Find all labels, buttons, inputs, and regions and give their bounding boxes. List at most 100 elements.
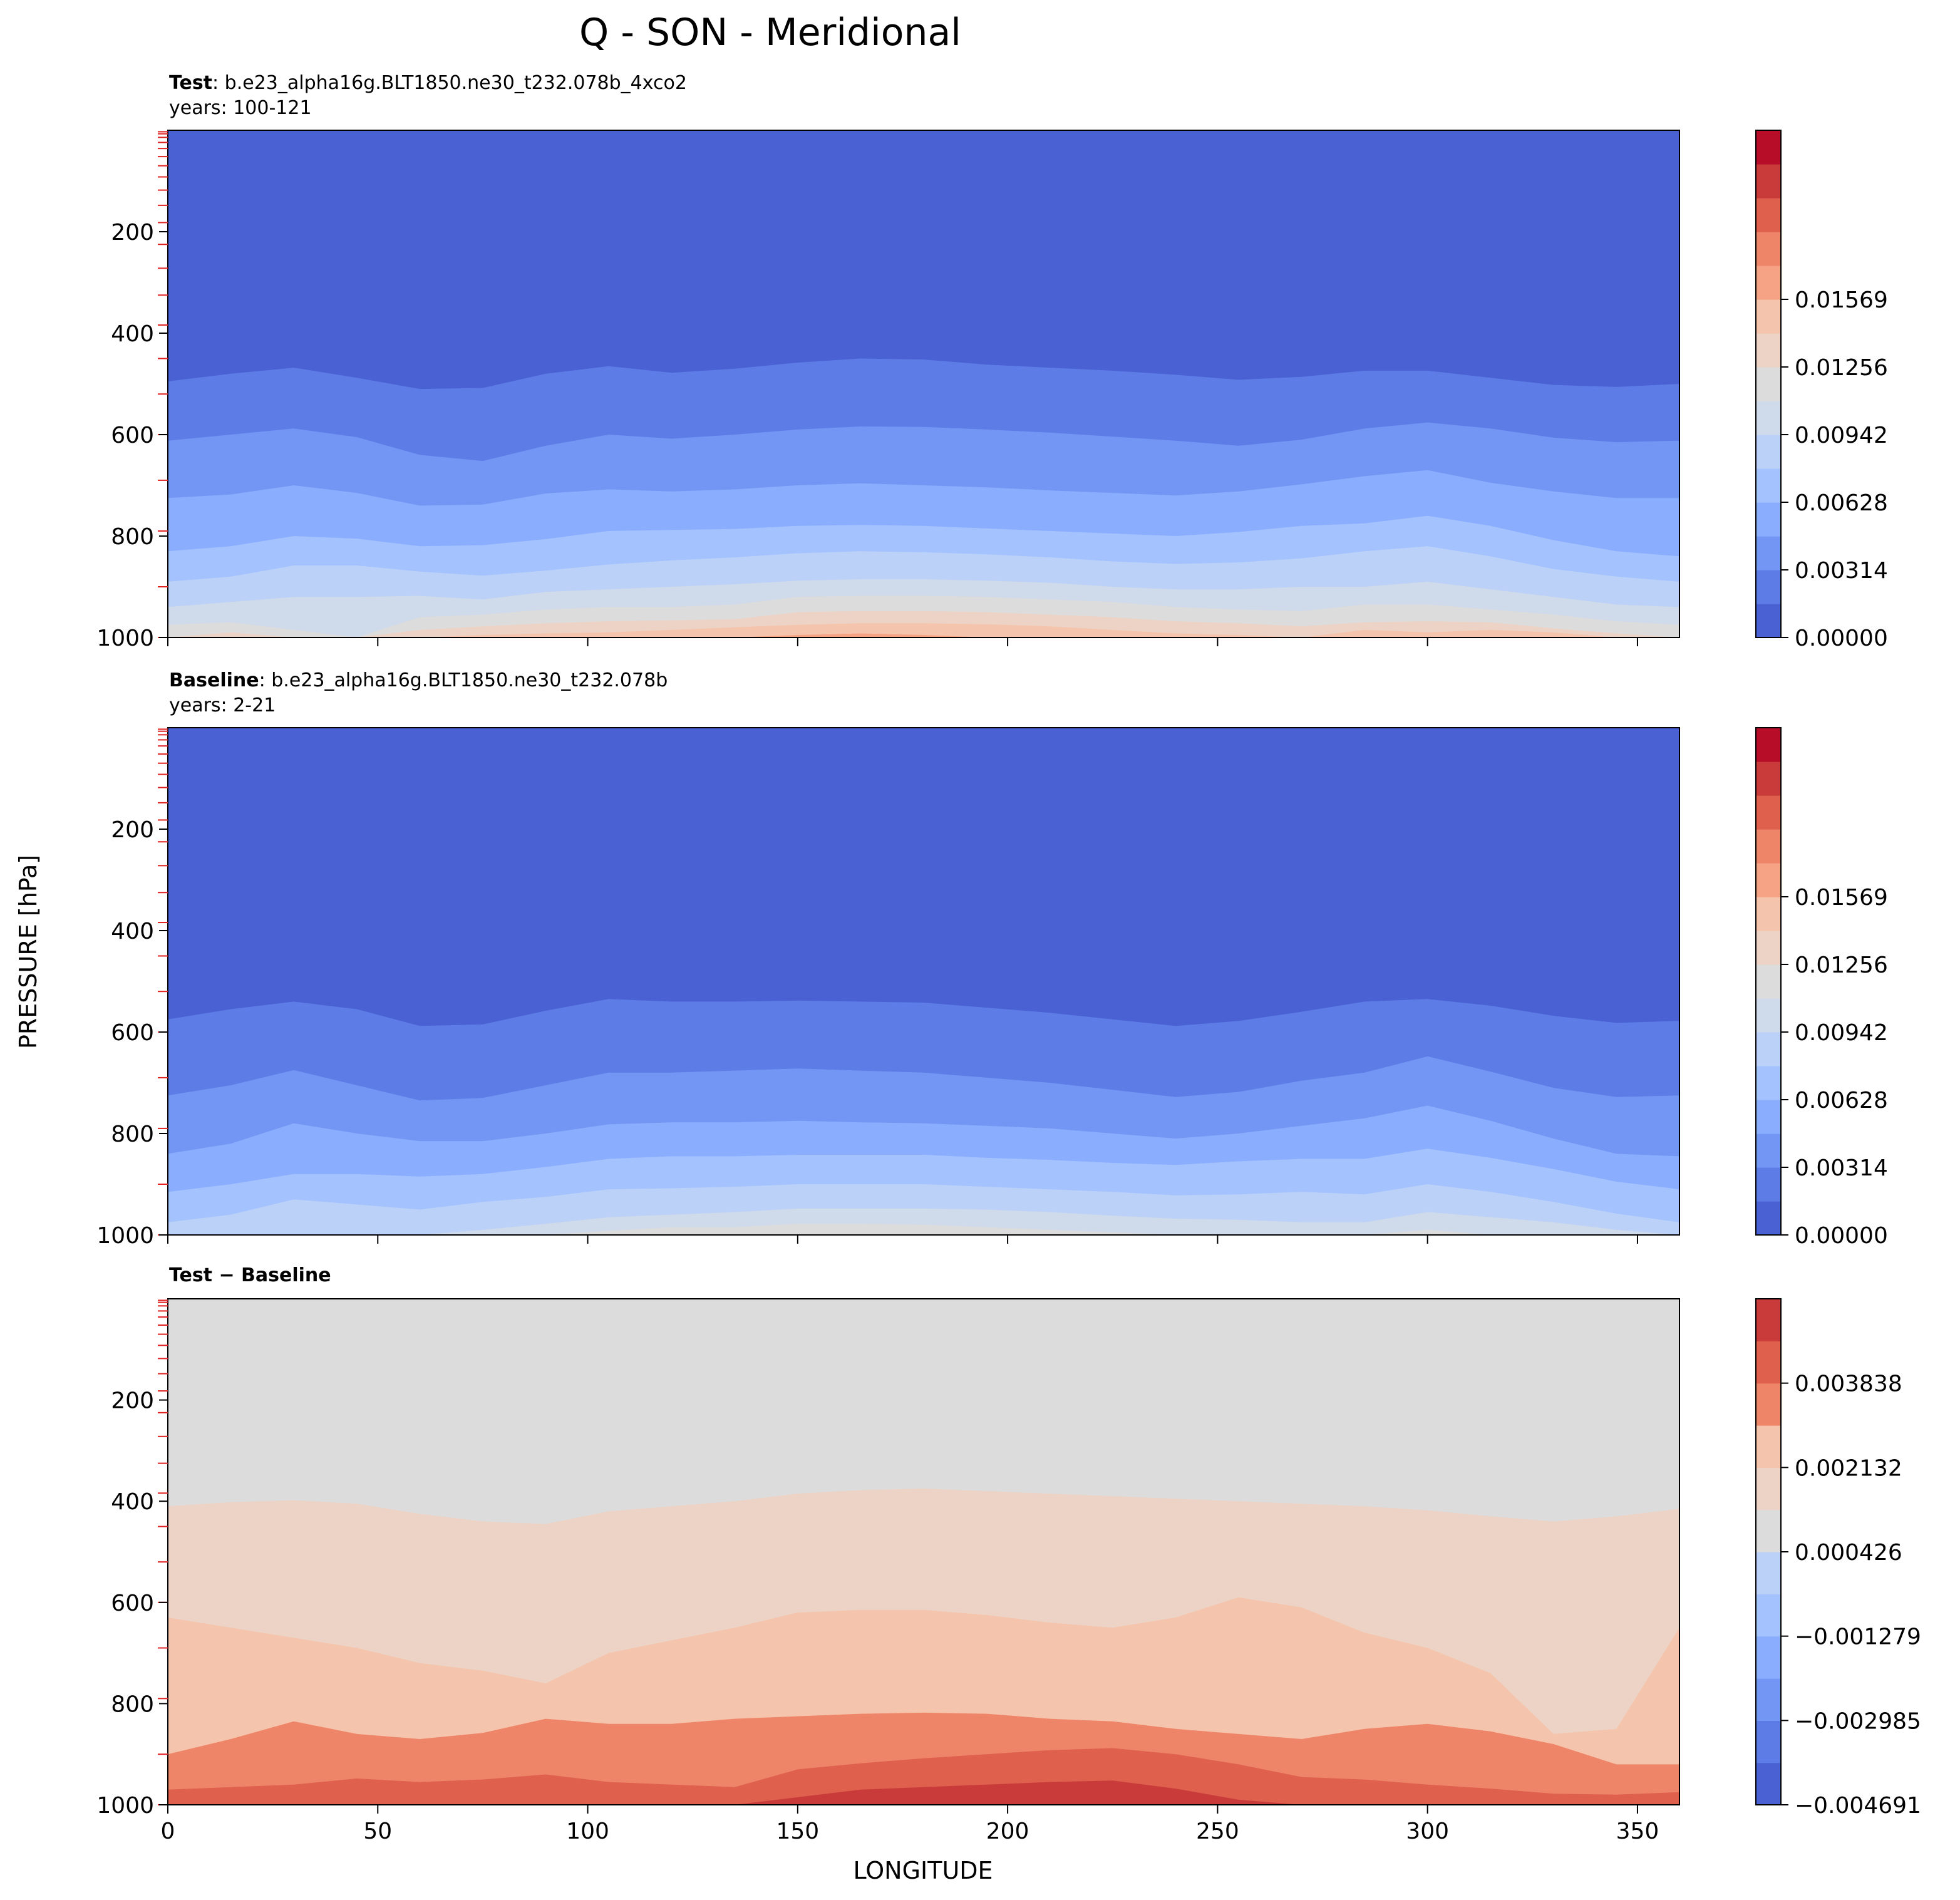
baseline-contour-band-6 — [168, 1224, 1679, 1235]
baseline-colorbar-swatch-7 — [1756, 964, 1781, 999]
test-colorbar-tick-label-2: 0.00628 — [1795, 490, 1888, 516]
baseline-colorbar-swatch-0 — [1756, 1201, 1781, 1236]
difference-colorbar-tick-label-4: 0.002132 — [1795, 1455, 1902, 1481]
test-colorbar-swatch-14 — [1756, 130, 1781, 165]
difference-plot-frame — [167, 1298, 1680, 1805]
baseline-colorbar-tick-label-0: 0.00000 — [1795, 1223, 1888, 1249]
test-plot-frame — [167, 130, 1680, 638]
test-colorbar-swatch-3 — [1756, 502, 1781, 537]
baseline-colorbar-swatch-1 — [1756, 1167, 1781, 1202]
x-axis-label: LONGITUDE — [853, 1857, 993, 1884]
difference-x-tick-label-7: 350 — [1616, 1819, 1659, 1844]
difference-colorbar-swatch-7 — [1756, 1467, 1781, 1510]
test-colorbar-swatch-13 — [1756, 164, 1781, 199]
test-colorbar-swatch-6 — [1756, 401, 1781, 435]
difference-colorbar-swatch-3 — [1756, 1636, 1781, 1679]
difference-x-tick-label-1: 50 — [363, 1819, 392, 1844]
test-colorbar-tick-label-4: 0.01256 — [1795, 355, 1888, 381]
baseline-y-tick-label-4: 1000 — [96, 1223, 154, 1249]
baseline-contour-band-5 — [168, 1208, 1679, 1235]
baseline-colorbar-swatch-4 — [1756, 1066, 1781, 1100]
difference-colorbar-swatch-11 — [1756, 1299, 1781, 1341]
difference-colorbar-swatch-8 — [1756, 1425, 1781, 1468]
baseline-colorbar-swatch-10 — [1756, 863, 1781, 897]
test-colorbar-swatch-7 — [1756, 367, 1781, 401]
test-contour-field — [168, 130, 1679, 638]
baseline-colorbar-tick-label-2: 0.00628 — [1795, 1088, 1888, 1113]
difference-colorbar-tick-label-5: 0.003838 — [1795, 1371, 1902, 1397]
baseline-colorbar-frame — [1755, 727, 1782, 1236]
difference-colorbar-tick-label-0: −0.004691 — [1795, 1793, 1921, 1819]
difference-y-tick-label-2: 600 — [111, 1591, 154, 1616]
baseline-plot-frame — [167, 727, 1680, 1236]
difference-contour-band-5 — [168, 1794, 1679, 1805]
baseline-colorbar-swatch-12 — [1756, 795, 1781, 830]
difference-contour-band-4 — [168, 1780, 1679, 1805]
test-colorbar-swatch-11 — [1756, 232, 1781, 266]
baseline-colorbar-tick-label-3: 0.00942 — [1795, 1020, 1888, 1046]
panel-test-label-rest: : b.e23_alpha16g.BLT1850.ne30_t232.078b_… — [212, 72, 687, 94]
panel-baseline-years: years: 2-21 — [169, 694, 276, 716]
difference-x-tick-label-0: 0 — [161, 1819, 175, 1844]
test-colorbar-swatch-12 — [1756, 198, 1781, 232]
baseline-colorbar-swatch-8 — [1756, 931, 1781, 965]
panel-test-label-bold: Test — [169, 72, 212, 94]
test-contour-band-9 — [168, 633, 1679, 638]
baseline-colorbar-swatch-3 — [1756, 1100, 1781, 1134]
difference-x-tick-label-2: 100 — [566, 1819, 609, 1844]
panel-baseline-label-bold: Baseline — [169, 669, 259, 691]
difference-contour-field — [168, 1299, 1679, 1805]
panel-difference: Test − Baseline 200 400 600 800 1000 0 50 100 15… — [96, 1264, 1921, 1844]
difference-colorbar-swatch-6 — [1756, 1509, 1781, 1552]
baseline-y-tick-label-1: 400 — [111, 919, 154, 944]
baseline-contour-field — [168, 728, 1679, 1235]
test-y-tick-label-1: 400 — [111, 321, 154, 347]
y-axis-label: PRESSURE [hPa] — [14, 855, 42, 1049]
panel-baseline-label-rest: : b.e23_alpha16g.BLT1850.ne30_t232.078b — [259, 669, 668, 691]
baseline-colorbar-swatch-13 — [1756, 762, 1781, 796]
difference-colorbar-swatch-10 — [1756, 1341, 1781, 1384]
difference-contour-band-3 — [168, 1748, 1679, 1805]
test-y-tick-label-4: 1000 — [96, 626, 154, 651]
difference-y-tick-label-1: 400 — [111, 1489, 154, 1515]
baseline-colorbar-swatch-9 — [1756, 897, 1781, 931]
baseline-colorbar-swatch-2 — [1756, 1133, 1781, 1168]
test-colorbar-swatch-8 — [1756, 333, 1781, 368]
baseline-colorbar-swatch-5 — [1756, 1032, 1781, 1066]
difference-colorbar-swatch-4 — [1756, 1594, 1781, 1637]
baseline-y-tick-label-2: 600 — [111, 1020, 154, 1046]
baseline-colorbar-tick-label-5: 0.01569 — [1795, 885, 1888, 911]
panel-baseline: Baseline: b.e23_alpha16g.BLT1850.ne30_t2… — [96, 669, 1888, 1249]
difference-y-tick-label-0: 200 — [111, 1388, 154, 1414]
difference-colorbar-swatch-9 — [1756, 1383, 1781, 1426]
panel-test-years: years: 100-121 — [169, 97, 312, 119]
difference-x-tick-label-4: 200 — [986, 1819, 1029, 1844]
baseline-colorbar-swatch-11 — [1756, 829, 1781, 864]
difference-y-tick-label-3: 800 — [111, 1691, 154, 1717]
test-y-tick-label-0: 200 — [111, 220, 154, 245]
difference-y-tick-label-4: 1000 — [96, 1793, 154, 1819]
test-y-tick-label-2: 600 — [111, 423, 154, 448]
baseline-colorbar-swatch-14 — [1756, 728, 1781, 762]
figure-title: Q - SON - Meridional — [579, 11, 961, 54]
test-colorbar-swatch-10 — [1756, 266, 1781, 300]
baseline-colorbar-tick-label-4: 0.01256 — [1795, 953, 1888, 978]
panel-difference-header: Test − Baseline — [169, 1264, 331, 1286]
baseline-colorbar-swatch-6 — [1756, 998, 1781, 1033]
test-colorbar-frame — [1755, 130, 1782, 638]
baseline-y-tick-label-0: 200 — [111, 817, 154, 843]
test-colorbar-swatch-9 — [1756, 299, 1781, 334]
test-contour-band-8 — [168, 623, 1679, 638]
test-y-tick-label-3: 800 — [111, 524, 154, 550]
test-colorbar-tick-label-5: 0.01569 — [1795, 287, 1888, 313]
difference-colorbar-tick-label-3: 0.000426 — [1795, 1540, 1902, 1566]
test-colorbar-swatch-5 — [1756, 435, 1781, 469]
test-colorbar-swatch-2 — [1756, 536, 1781, 571]
panel-test-header: Test: b.e23_alpha16g.BLT1850.ne30_t232.0… — [169, 72, 687, 94]
test-colorbar-tick-label-1: 0.00314 — [1795, 558, 1888, 584]
difference-colorbar-tick-label-2: −0.001279 — [1795, 1624, 1921, 1650]
difference-colorbar-swatch-0 — [1756, 1762, 1781, 1805]
panel-test: Test: b.e23_alpha16g.BLT1850.ne30_t232.0… — [96, 72, 1888, 651]
test-colorbar-tick-label-0: 0.00000 — [1795, 626, 1888, 651]
test-colorbar-swatch-4 — [1756, 468, 1781, 503]
